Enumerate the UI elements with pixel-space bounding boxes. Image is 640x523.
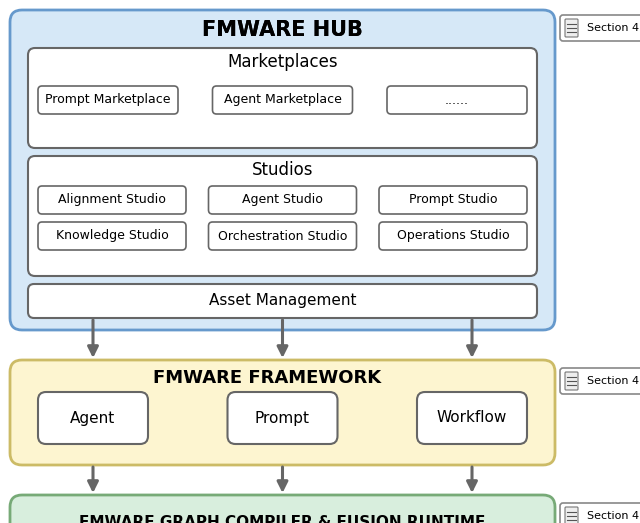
Text: Agent: Agent	[70, 411, 116, 426]
FancyBboxPatch shape	[10, 360, 555, 465]
Text: Knowledge Studio: Knowledge Studio	[56, 230, 168, 243]
FancyBboxPatch shape	[38, 392, 148, 444]
FancyBboxPatch shape	[560, 15, 640, 41]
FancyBboxPatch shape	[227, 392, 337, 444]
FancyBboxPatch shape	[212, 86, 353, 114]
FancyBboxPatch shape	[379, 222, 527, 250]
FancyBboxPatch shape	[387, 86, 527, 114]
Text: Prompt Marketplace: Prompt Marketplace	[45, 94, 171, 107]
Text: ......: ......	[445, 94, 469, 107]
FancyBboxPatch shape	[565, 19, 578, 37]
Text: Agent Marketplace: Agent Marketplace	[223, 94, 341, 107]
FancyBboxPatch shape	[417, 392, 527, 444]
FancyBboxPatch shape	[560, 503, 640, 523]
Text: Studios: Studios	[252, 161, 313, 179]
FancyBboxPatch shape	[209, 222, 356, 250]
FancyBboxPatch shape	[28, 156, 537, 276]
Text: FMWARE GRAPH COMPILER & FUSION RUNTIME: FMWARE GRAPH COMPILER & FUSION RUNTIME	[79, 515, 486, 523]
FancyBboxPatch shape	[565, 372, 578, 390]
Text: Orchestration Studio: Orchestration Studio	[218, 230, 347, 243]
FancyBboxPatch shape	[560, 368, 640, 394]
Text: Section 4.2: Section 4.2	[587, 23, 640, 33]
Text: FMWARE HUB: FMWARE HUB	[202, 20, 363, 40]
FancyBboxPatch shape	[10, 10, 555, 330]
FancyBboxPatch shape	[28, 284, 537, 318]
FancyBboxPatch shape	[38, 222, 186, 250]
Text: Prompt: Prompt	[255, 411, 310, 426]
FancyBboxPatch shape	[209, 186, 356, 214]
Text: Marketplaces: Marketplaces	[227, 53, 338, 71]
FancyBboxPatch shape	[38, 86, 178, 114]
FancyBboxPatch shape	[379, 186, 527, 214]
Text: Asset Management: Asset Management	[209, 293, 356, 309]
Text: Workflow: Workflow	[437, 411, 507, 426]
Text: Section 4.3: Section 4.3	[587, 511, 640, 521]
Text: FMWARE HUB: FMWARE HUB	[202, 20, 363, 40]
FancyBboxPatch shape	[10, 495, 555, 523]
Text: Alignment Studio: Alignment Studio	[58, 194, 166, 207]
FancyBboxPatch shape	[38, 186, 186, 214]
FancyBboxPatch shape	[565, 507, 578, 523]
Text: Operations Studio: Operations Studio	[397, 230, 509, 243]
Text: Agent Studio: Agent Studio	[242, 194, 323, 207]
Text: FMWARE FRAMEWORK: FMWARE FRAMEWORK	[154, 369, 381, 387]
Text: Section 4.1: Section 4.1	[587, 376, 640, 386]
Text: Prompt Studio: Prompt Studio	[409, 194, 497, 207]
FancyBboxPatch shape	[28, 48, 537, 148]
